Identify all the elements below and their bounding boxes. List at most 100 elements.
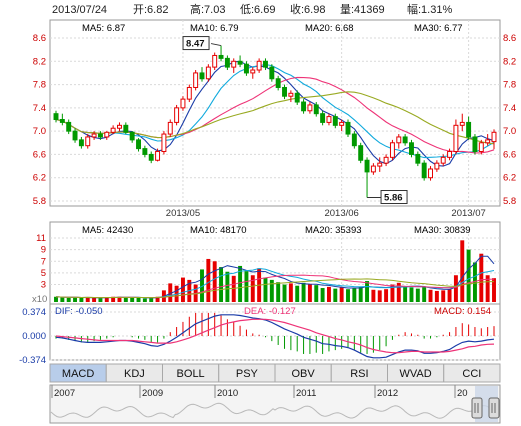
tab-psy[interactable]: PSY	[218, 363, 276, 383]
price-legend: MA5: 6.87 MA10: 6.79 MA20: 6.68 MA30: 6.…	[82, 23, 463, 34]
volume-bar-up	[180, 277, 185, 302]
candle-down	[351, 133, 357, 147]
tab-boll[interactable]: BOLL	[162, 363, 220, 383]
candle-down	[402, 136, 408, 144]
candle-down	[320, 113, 326, 123]
navigator-year-label: 2010	[217, 388, 238, 399]
candle-down	[243, 63, 249, 74]
volume-bar-down	[320, 288, 325, 302]
quote-header: 2013/07/24 开:6.82 高:7.03 低:6.69 收:6.98 量…	[52, 2, 452, 16]
volume-ytick: 11	[36, 233, 46, 244]
price-ytick-left: 7.8	[33, 80, 46, 91]
high-marker-label: 8.47	[186, 39, 205, 50]
navigator-year-label: 2011	[296, 388, 316, 399]
candle-up	[377, 162, 383, 167]
moving-average-lines	[55, 60, 495, 167]
price-ytick-left: 6.2	[33, 173, 46, 184]
price-yticks-right: 8.6 8.2 7.8 7.4 7.0 6.6 6.2 5.8	[503, 33, 516, 207]
tab-label[interactable]: BOLL	[177, 368, 205, 380]
candle-up	[155, 151, 161, 161]
range-navigator: 2007 2009 2010 2011 2012 20	[49, 384, 501, 424]
candle-down	[142, 148, 148, 155]
tab-label[interactable]: CCI	[462, 368, 481, 380]
price-yticks-left: 8.6 8.2 7.8 7.4 7.0 6.6 6.2 5.8	[33, 33, 46, 207]
candle-down	[78, 139, 84, 147]
volume-bar-up	[447, 289, 452, 302]
ma5-line	[55, 60, 495, 167]
legend-ma20: MA20: 6.68	[305, 23, 354, 34]
candle-up	[212, 54, 218, 68]
tab-obv[interactable]: OBV	[274, 363, 332, 383]
left-handle-grip[interactable]	[471, 397, 483, 419]
price-annotations: 8.47 5.86	[182, 36, 408, 205]
volume-ytick: 9	[41, 245, 46, 256]
macd-yticks: 0.374 0.000 -0.374	[19, 307, 46, 366]
price-ytick-left: 7.0	[33, 126, 46, 137]
candle-down	[59, 119, 65, 123]
price-ytick-left: 7.4	[33, 103, 46, 114]
macd-ytick: 0.374	[22, 307, 46, 318]
quote-date: 2013/07/24	[52, 4, 107, 16]
tab-macd[interactable]: MACD	[49, 363, 107, 383]
volume-bar-up	[168, 283, 173, 302]
tab-cci[interactable]: CCI	[443, 363, 501, 383]
navigator-right-handle[interactable]	[488, 397, 500, 419]
navigator-left-handle[interactable]	[471, 397, 483, 419]
tab-background[interactable]	[443, 363, 501, 383]
volume-legend: MA5: 42430 MA10: 48170 MA20: 35393 MA30:…	[82, 225, 471, 236]
candle-up	[161, 133, 167, 153]
tab-label[interactable]: MACD	[62, 368, 94, 380]
candle-up	[180, 98, 186, 109]
volume-bar-up	[104, 297, 109, 302]
tab-label[interactable]: OBV	[292, 368, 316, 380]
candle-up	[117, 124, 122, 129]
right-handle-grip[interactable]	[488, 397, 500, 419]
volume-bar-up	[117, 296, 122, 302]
volume-bar-down	[409, 287, 414, 302]
candle-down	[415, 153, 421, 164]
volume-ytick: 5	[41, 268, 46, 279]
volume-bar-down	[466, 249, 471, 302]
candle-up	[383, 156, 389, 164]
volume-bar-up	[231, 275, 236, 302]
tab-label[interactable]: WVAD	[400, 368, 432, 380]
price-ytick-right: 7.8	[503, 80, 516, 91]
volume-bar-up	[492, 278, 496, 302]
candle-up	[396, 136, 402, 144]
candle-down	[199, 72, 205, 80]
price-ytick-right: 6.2	[503, 173, 516, 184]
macd-panel: 0.374 0.000 -0.374 x10 DIF: -0.050 DEA: -0…	[19, 294, 501, 366]
ma30-line	[55, 91, 495, 145]
candle-up	[453, 124, 459, 153]
indicator-tabs: MACD KDJ BOLL PSY OBV RSI WVAD CCI	[49, 363, 501, 383]
candle-up	[174, 107, 180, 123]
candle-up	[478, 142, 484, 153]
tab-label[interactable]: RSI	[350, 368, 368, 380]
candle-down	[72, 130, 78, 141]
dif-label: DIF: -0.050	[55, 306, 103, 317]
tab-label[interactable]: PSY	[236, 368, 259, 380]
quote-close: 收:6.98	[290, 2, 325, 16]
volume-bar-down	[219, 267, 224, 302]
tab-wvad[interactable]: WVAD	[387, 363, 445, 383]
macd-label: MACD: 0.154	[434, 306, 491, 317]
tab-label[interactable]: KDJ	[124, 368, 145, 380]
high-marker-line	[210, 43, 222, 47]
volume-bar-down	[263, 277, 268, 302]
macd-lines	[55, 314, 495, 359]
vol-ma30-line	[55, 278, 495, 299]
volume-bar-down	[276, 282, 281, 302]
candle-down	[136, 139, 141, 150]
volume-bar-up	[212, 261, 217, 302]
candle-down	[294, 92, 300, 103]
candle-down	[263, 60, 268, 68]
tab-kdj[interactable]: KDJ	[105, 363, 163, 383]
volume-bar-up	[453, 275, 458, 302]
volume-bar-down	[79, 297, 84, 302]
volume-bar-up	[371, 289, 376, 302]
volume-bar-up	[428, 289, 433, 302]
volume-bar-down	[282, 284, 287, 302]
tab-rsi[interactable]: RSI	[330, 363, 388, 383]
candlesticks	[53, 45, 497, 198]
